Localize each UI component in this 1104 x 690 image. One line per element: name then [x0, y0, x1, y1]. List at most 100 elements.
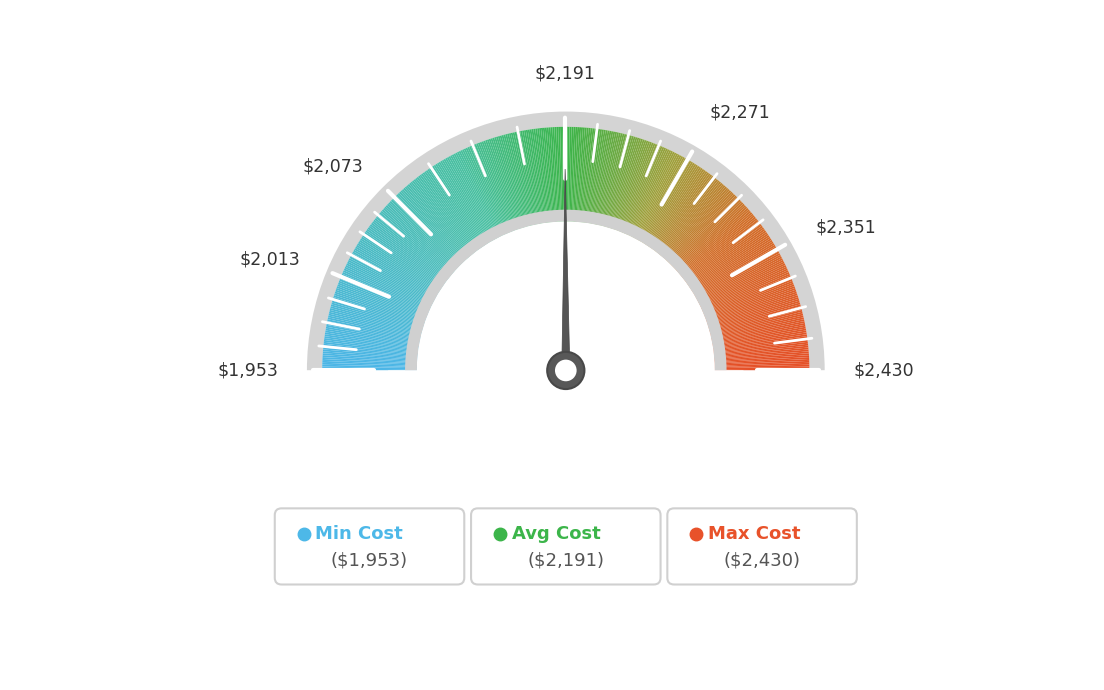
Wedge shape: [347, 264, 432, 306]
Wedge shape: [405, 186, 468, 259]
Wedge shape: [473, 145, 510, 233]
Wedge shape: [707, 290, 796, 322]
Wedge shape: [478, 143, 513, 232]
Wedge shape: [651, 171, 708, 249]
Wedge shape: [606, 136, 634, 228]
Wedge shape: [665, 188, 729, 259]
Wedge shape: [344, 267, 431, 308]
Wedge shape: [630, 151, 673, 237]
Wedge shape: [704, 281, 793, 317]
Wedge shape: [458, 151, 501, 237]
Wedge shape: [330, 306, 422, 333]
Wedge shape: [360, 238, 440, 290]
Wedge shape: [648, 168, 703, 247]
Wedge shape: [323, 342, 418, 354]
Wedge shape: [675, 204, 745, 269]
Wedge shape: [342, 272, 429, 311]
Wedge shape: [476, 144, 512, 232]
Wedge shape: [549, 127, 556, 222]
Wedge shape: [524, 130, 541, 224]
Wedge shape: [329, 310, 422, 335]
Wedge shape: [323, 340, 418, 353]
Wedge shape: [658, 179, 718, 254]
Wedge shape: [682, 218, 757, 278]
Wedge shape: [599, 133, 623, 226]
Wedge shape: [614, 140, 647, 230]
Wedge shape: [669, 194, 735, 264]
Wedge shape: [705, 286, 795, 320]
Circle shape: [555, 359, 576, 382]
Wedge shape: [700, 264, 785, 306]
Wedge shape: [646, 165, 698, 246]
Wedge shape: [577, 128, 587, 222]
Wedge shape: [601, 134, 625, 226]
Wedge shape: [687, 227, 764, 284]
Wedge shape: [517, 132, 537, 225]
Wedge shape: [454, 153, 498, 238]
Wedge shape: [322, 357, 417, 364]
Wedge shape: [428, 168, 484, 247]
Wedge shape: [420, 175, 477, 251]
Wedge shape: [655, 175, 713, 252]
Wedge shape: [710, 310, 803, 335]
Wedge shape: [710, 308, 802, 333]
Wedge shape: [354, 248, 437, 297]
Wedge shape: [707, 291, 797, 324]
Wedge shape: [691, 238, 772, 290]
Wedge shape: [533, 129, 548, 223]
Wedge shape: [626, 148, 666, 235]
Wedge shape: [541, 128, 552, 222]
Wedge shape: [624, 146, 662, 234]
Wedge shape: [703, 277, 792, 315]
Wedge shape: [638, 158, 687, 241]
Wedge shape: [710, 312, 803, 336]
Wedge shape: [560, 127, 563, 221]
Wedge shape: [602, 134, 626, 226]
Wedge shape: [363, 233, 443, 288]
Wedge shape: [694, 246, 776, 295]
Wedge shape: [335, 291, 425, 324]
Wedge shape: [580, 128, 591, 222]
Wedge shape: [713, 331, 806, 347]
Wedge shape: [371, 223, 447, 281]
Wedge shape: [697, 253, 781, 299]
Wedge shape: [676, 205, 746, 270]
Text: ($1,953): ($1,953): [331, 551, 408, 570]
Wedge shape: [408, 183, 471, 257]
Wedge shape: [641, 161, 691, 243]
Wedge shape: [654, 173, 711, 250]
Wedge shape: [598, 132, 620, 226]
Wedge shape: [593, 131, 612, 224]
Wedge shape: [582, 128, 594, 223]
Wedge shape: [714, 365, 809, 368]
Text: Avg Cost: Avg Cost: [511, 524, 601, 542]
Wedge shape: [714, 355, 809, 362]
Wedge shape: [336, 288, 426, 321]
Wedge shape: [432, 166, 485, 246]
Wedge shape: [587, 129, 602, 223]
Wedge shape: [402, 189, 467, 260]
Wedge shape: [343, 270, 431, 310]
Wedge shape: [485, 140, 518, 230]
Wedge shape: [351, 253, 435, 299]
Text: $2,271: $2,271: [710, 104, 771, 121]
Wedge shape: [690, 235, 769, 288]
Wedge shape: [713, 338, 807, 352]
Wedge shape: [643, 161, 693, 244]
Wedge shape: [353, 250, 436, 297]
Wedge shape: [322, 353, 417, 361]
Wedge shape: [447, 157, 495, 241]
Wedge shape: [415, 178, 475, 253]
Wedge shape: [526, 130, 542, 224]
Wedge shape: [704, 282, 794, 318]
Wedge shape: [590, 130, 606, 224]
Polygon shape: [562, 169, 570, 384]
Wedge shape: [687, 229, 765, 285]
Wedge shape: [707, 293, 797, 324]
Wedge shape: [512, 132, 534, 225]
Wedge shape: [358, 241, 439, 293]
Wedge shape: [423, 172, 479, 250]
Wedge shape: [684, 223, 761, 281]
Wedge shape: [612, 139, 643, 229]
FancyBboxPatch shape: [471, 509, 660, 584]
